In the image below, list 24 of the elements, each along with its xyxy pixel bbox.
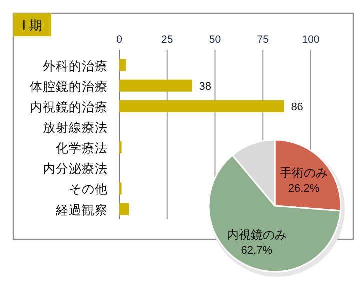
y-tick-label: 経過観察 — [55, 202, 108, 218]
bar — [120, 203, 130, 216]
x-tick-label: 50 — [209, 34, 222, 46]
slice-label: 手術のみ — [280, 166, 328, 180]
data-label: 62.7% — [241, 245, 273, 258]
y-tick-label: 内分泌療法 — [43, 162, 108, 176]
y-tick-label: 放射線療法 — [43, 120, 108, 135]
bar — [120, 59, 126, 72]
y-tick-label: 外科的治療 — [43, 59, 108, 74]
data-label: 86 — [291, 101, 304, 114]
bar — [120, 100, 284, 112]
chart-title: Ⅰ 期 — [22, 18, 43, 33]
y-tick-label: 体腔鏡的治療 — [30, 80, 108, 94]
x-tick-label: 100 — [302, 34, 320, 46]
data-label: 26.2% — [288, 183, 320, 196]
data-label: 38 — [199, 80, 212, 93]
x-tick-label: 0 — [116, 34, 123, 46]
x-tick-label: 25 — [162, 34, 174, 46]
bar — [120, 80, 192, 92]
y-tick-label: 化学療法 — [56, 142, 108, 156]
y-tick-label: 内視鏡的治療 — [30, 100, 108, 114]
x-tick-label: 75 — [257, 34, 270, 46]
slice-label: 内視鏡のみ — [226, 228, 287, 242]
y-tick-label: その他 — [69, 182, 108, 197]
